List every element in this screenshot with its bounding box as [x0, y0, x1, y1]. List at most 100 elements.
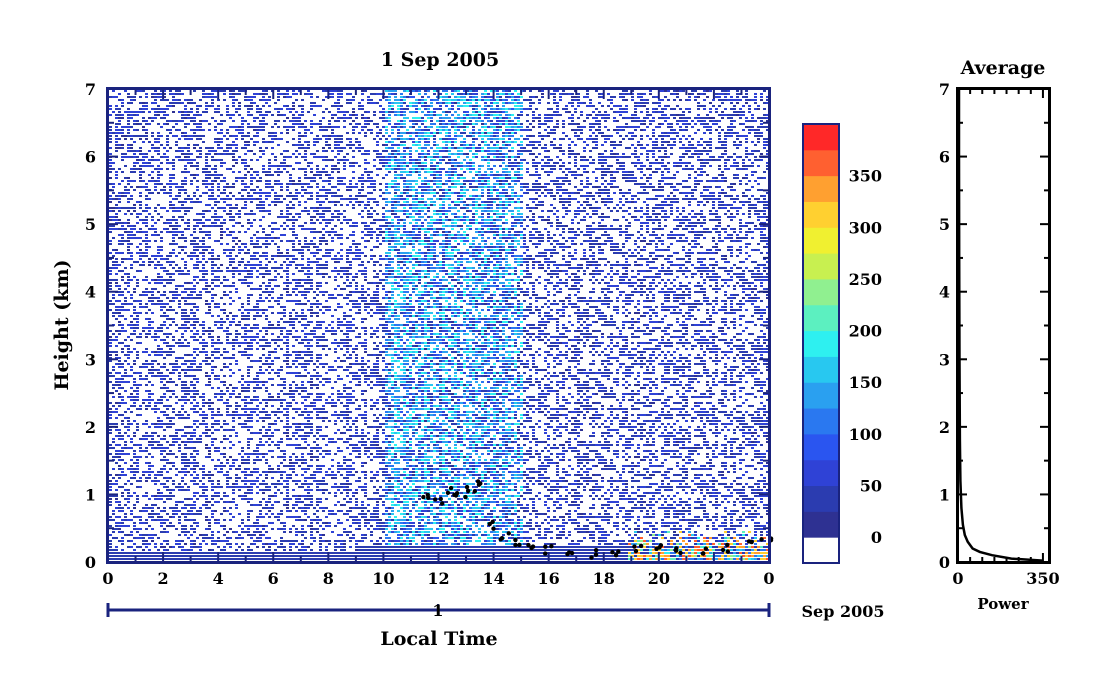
heatmap-cell	[706, 201, 709, 203]
heatmap-cell	[151, 135, 154, 137]
heatmap-cell	[142, 120, 145, 122]
heatmap-cell	[583, 120, 586, 122]
heatmap-cell	[358, 150, 361, 152]
heatmap-cell	[403, 207, 406, 209]
heatmap-cell	[178, 93, 181, 95]
heatmap-cell	[622, 129, 625, 131]
heatmap-cell	[445, 195, 448, 197]
heatmap-cell	[178, 129, 181, 131]
heatmap-cell	[346, 117, 349, 119]
heatmap-cell	[154, 159, 157, 161]
heatmap-cell	[340, 150, 343, 152]
heatmap-cell	[196, 138, 199, 140]
heatmap-cell	[232, 186, 235, 188]
heatmap-cell	[712, 213, 715, 215]
heatmap-cell	[667, 132, 670, 134]
heatmap-cell	[337, 111, 340, 113]
heatmap-cell	[397, 198, 400, 200]
heatmap-cell	[448, 192, 451, 194]
heatmap-cell	[589, 162, 592, 164]
heatmap-cell	[286, 126, 289, 128]
heatmap-cell	[136, 186, 139, 188]
heatmap-cell	[490, 189, 493, 191]
heatmap-cell	[598, 168, 601, 170]
heatmap-cell	[292, 168, 295, 170]
heatmap-cell	[493, 108, 496, 110]
heatmap-cell	[532, 198, 535, 200]
heatmap-cell	[640, 177, 643, 179]
heatmap-cell	[112, 192, 115, 194]
heatmap-cell	[457, 162, 460, 164]
heatmap-cell	[292, 102, 295, 104]
heatmap-cell	[403, 90, 406, 92]
heatmap-cell	[751, 114, 754, 116]
heatmap-cell	[760, 132, 763, 134]
heatmap-cell	[649, 216, 652, 218]
heatmap-cell	[208, 165, 211, 167]
heatmap-cell	[229, 147, 232, 149]
heatmap-cell	[475, 186, 478, 188]
heatmap-cell	[190, 108, 193, 110]
heatmap-cell	[628, 207, 631, 209]
heatmap-cell	[553, 144, 556, 146]
heatmap-cell	[535, 147, 538, 149]
heatmap-cell	[319, 201, 322, 203]
heatmap-cell	[454, 153, 457, 155]
heatmap-cell	[313, 123, 316, 125]
heatmap-cell	[289, 174, 292, 176]
heatmap-cell	[655, 219, 658, 221]
heatmap-cell	[445, 102, 448, 104]
heatmap-cell	[430, 123, 433, 125]
heatmap-cell	[247, 198, 250, 200]
heatmap-cell	[484, 102, 487, 104]
heatmap-cell	[709, 150, 712, 152]
heatmap-cell	[502, 192, 505, 194]
heatmap-cell	[166, 108, 169, 110]
heatmap-cell	[481, 213, 484, 215]
heatmap-cell	[139, 90, 142, 92]
heatmap-cell	[127, 192, 130, 194]
heatmap-cell	[607, 183, 610, 185]
heatmap-cell	[523, 108, 526, 110]
heatmap-cell	[757, 138, 760, 140]
heatmap-cell	[331, 186, 334, 188]
heatmap-cell	[559, 144, 562, 146]
heatmap-cell	[211, 198, 214, 200]
heatmap-cell	[178, 150, 181, 152]
heatmap-cell	[145, 216, 148, 218]
heatmap-cell	[337, 102, 340, 104]
heatmap-cell	[589, 129, 592, 131]
heatmap-cell	[361, 99, 364, 101]
heatmap-cell	[613, 207, 616, 209]
heatmap-cell	[685, 168, 688, 170]
heatmap-cell	[715, 213, 718, 215]
heatmap-cell	[226, 186, 229, 188]
heatmap-cell	[685, 162, 688, 164]
heatmap-cell	[175, 93, 178, 95]
heatmap-cell	[337, 213, 340, 215]
heatmap-cell	[436, 180, 439, 182]
heatmap-cell	[463, 180, 466, 182]
heatmap-cell	[673, 195, 676, 197]
heatmap-cell	[310, 177, 313, 179]
heatmap-cell	[556, 216, 559, 218]
heatmap-cell	[730, 123, 733, 125]
heatmap-cell	[538, 144, 541, 146]
heatmap-cell	[697, 183, 700, 185]
heatmap-cell	[193, 201, 196, 203]
heatmap-cell	[451, 99, 454, 101]
heatmap-cell	[376, 168, 379, 170]
heatmap-cell	[283, 120, 286, 122]
heatmap-cell	[124, 165, 127, 167]
heatmap-cell	[658, 207, 661, 209]
heatmap-cell	[730, 96, 733, 98]
heatmap-cell	[382, 126, 385, 128]
heatmap-cell	[322, 147, 325, 149]
heatmap-cell	[304, 129, 307, 131]
heatmap-cell	[532, 153, 535, 155]
heatmap-cell	[190, 99, 193, 101]
heatmap-cell	[634, 201, 637, 203]
heatmap-cell	[331, 150, 334, 152]
heatmap-cell	[415, 198, 418, 200]
heatmap-cell	[169, 189, 172, 191]
